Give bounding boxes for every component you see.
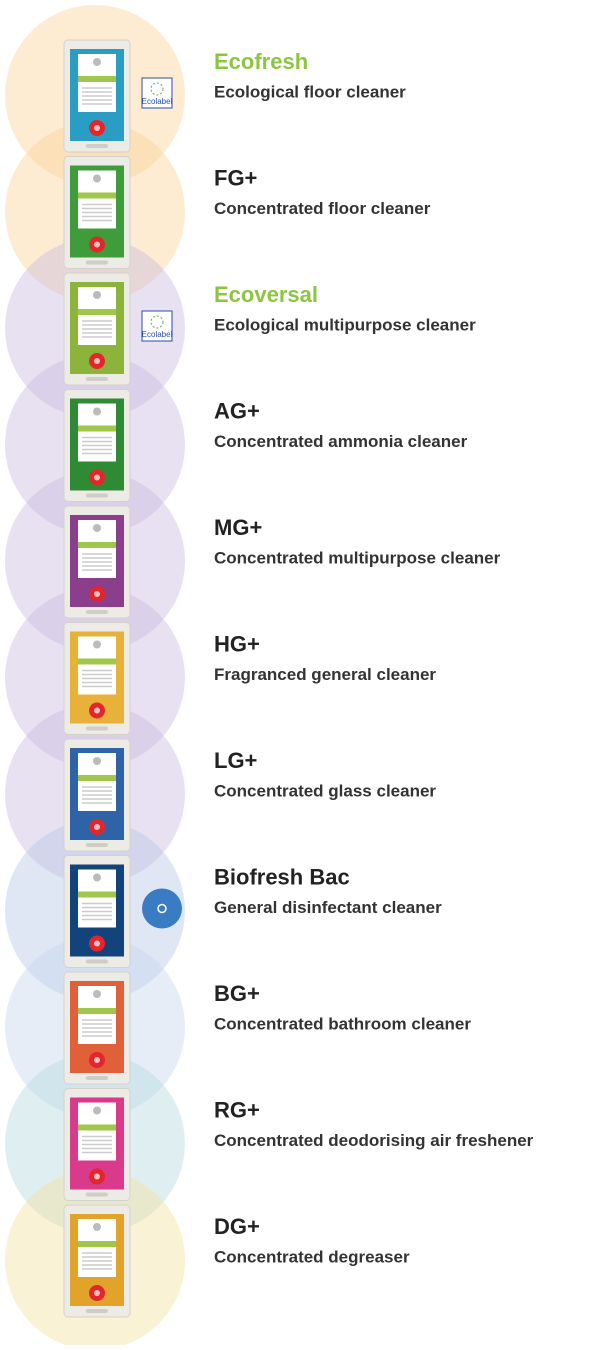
dispense-button-center [94, 591, 100, 597]
product-row: MG+ Concentrated multipurpose cleaner [64, 506, 501, 618]
dispense-button-center [94, 1290, 100, 1296]
label-logo [93, 1223, 101, 1231]
product-description: Ecological multipurpose cleaner [214, 315, 476, 334]
label-logo [93, 58, 101, 66]
frame-slot [86, 1076, 108, 1080]
label-band [78, 426, 116, 432]
label-band [78, 659, 116, 665]
ecolabel-text: Ecolabel [142, 330, 173, 339]
product-name: RG+ [214, 1097, 260, 1122]
product-row: Ecofresh Ecological floor cleaner Ecolabel [64, 40, 406, 152]
label-logo [93, 874, 101, 882]
label-logo [93, 291, 101, 299]
label-band [78, 542, 116, 548]
product-description: Concentrated ammonia cleaner [214, 432, 468, 451]
label-logo [93, 1107, 101, 1115]
product-row: LG+ Concentrated glass cleaner [64, 739, 436, 851]
label-logo [93, 641, 101, 649]
dispense-button-center [94, 1174, 100, 1180]
frame-slot [86, 377, 108, 381]
frame-slot [86, 610, 108, 614]
dispense-button-center [94, 1057, 100, 1063]
disinfectant-icon [142, 889, 182, 929]
label-band [78, 76, 116, 82]
dispense-button-center [94, 125, 100, 131]
product-name: FG+ [214, 165, 257, 190]
product-list: Ecofresh Ecological floor cleaner Ecolabel… [0, 0, 612, 1345]
product-name: DG+ [214, 1214, 260, 1239]
frame-slot [86, 1193, 108, 1197]
product-name: Biofresh Bac [214, 864, 350, 889]
label-band [78, 892, 116, 898]
product-name: AG+ [214, 398, 260, 423]
dispense-button-center [94, 941, 100, 947]
label-band [78, 1008, 116, 1014]
dispense-button-center [94, 358, 100, 364]
product-description: Concentrated bathroom cleaner [214, 1014, 471, 1033]
frame-slot [86, 1309, 108, 1313]
label-logo [93, 408, 101, 416]
label-logo [93, 990, 101, 998]
frame-slot [86, 843, 108, 847]
frame-slot [86, 494, 108, 498]
product-name: HG+ [214, 631, 260, 656]
label-band [78, 309, 116, 315]
ecolabel-text: Ecolabel [142, 97, 173, 106]
label-band [78, 775, 116, 781]
product-row: DG+ Concentrated degreaser [64, 1205, 410, 1317]
label-logo [93, 524, 101, 532]
product-name: BG+ [214, 981, 260, 1006]
product-description: Concentrated degreaser [214, 1247, 410, 1266]
product-name: LG+ [214, 748, 257, 773]
product-row: HG+ Fragranced general cleaner [64, 623, 436, 735]
frame-slot [86, 727, 108, 731]
product-description: Concentrated glass cleaner [214, 781, 436, 800]
frame-slot [86, 261, 108, 265]
product-description: General disinfectant cleaner [214, 898, 442, 917]
product-description: Fragranced general cleaner [214, 665, 436, 684]
product-row: FG+ Concentrated floor cleaner [64, 157, 431, 269]
frame-slot [86, 960, 108, 964]
label-band [78, 1241, 116, 1247]
dispense-button-center [94, 708, 100, 714]
product-name: MG+ [214, 515, 262, 540]
label-logo [93, 757, 101, 765]
dispense-button-center [94, 242, 100, 248]
product-description: Concentrated floor cleaner [214, 199, 431, 218]
label-logo [93, 175, 101, 183]
product-row: BG+ Concentrated bathroom cleaner [64, 972, 471, 1084]
dispense-button-center [94, 475, 100, 481]
product-description: Concentrated multipurpose cleaner [214, 548, 501, 567]
product-description: Concentrated deodorising air freshener [214, 1131, 534, 1150]
label-band [78, 1125, 116, 1131]
label-band [78, 193, 116, 199]
frame-slot [86, 144, 108, 148]
product-description: Ecological floor cleaner [214, 82, 406, 101]
product-row: Ecoversal Ecological multipurpose cleaner… [64, 273, 476, 385]
product-name: Ecoversal [214, 282, 318, 307]
product-row: AG+ Concentrated ammonia cleaner [64, 390, 468, 502]
product-row: Biofresh Bac General disinfectant cleaner [64, 856, 442, 968]
dispense-button-center [94, 824, 100, 830]
product-name: Ecofresh [214, 49, 308, 74]
